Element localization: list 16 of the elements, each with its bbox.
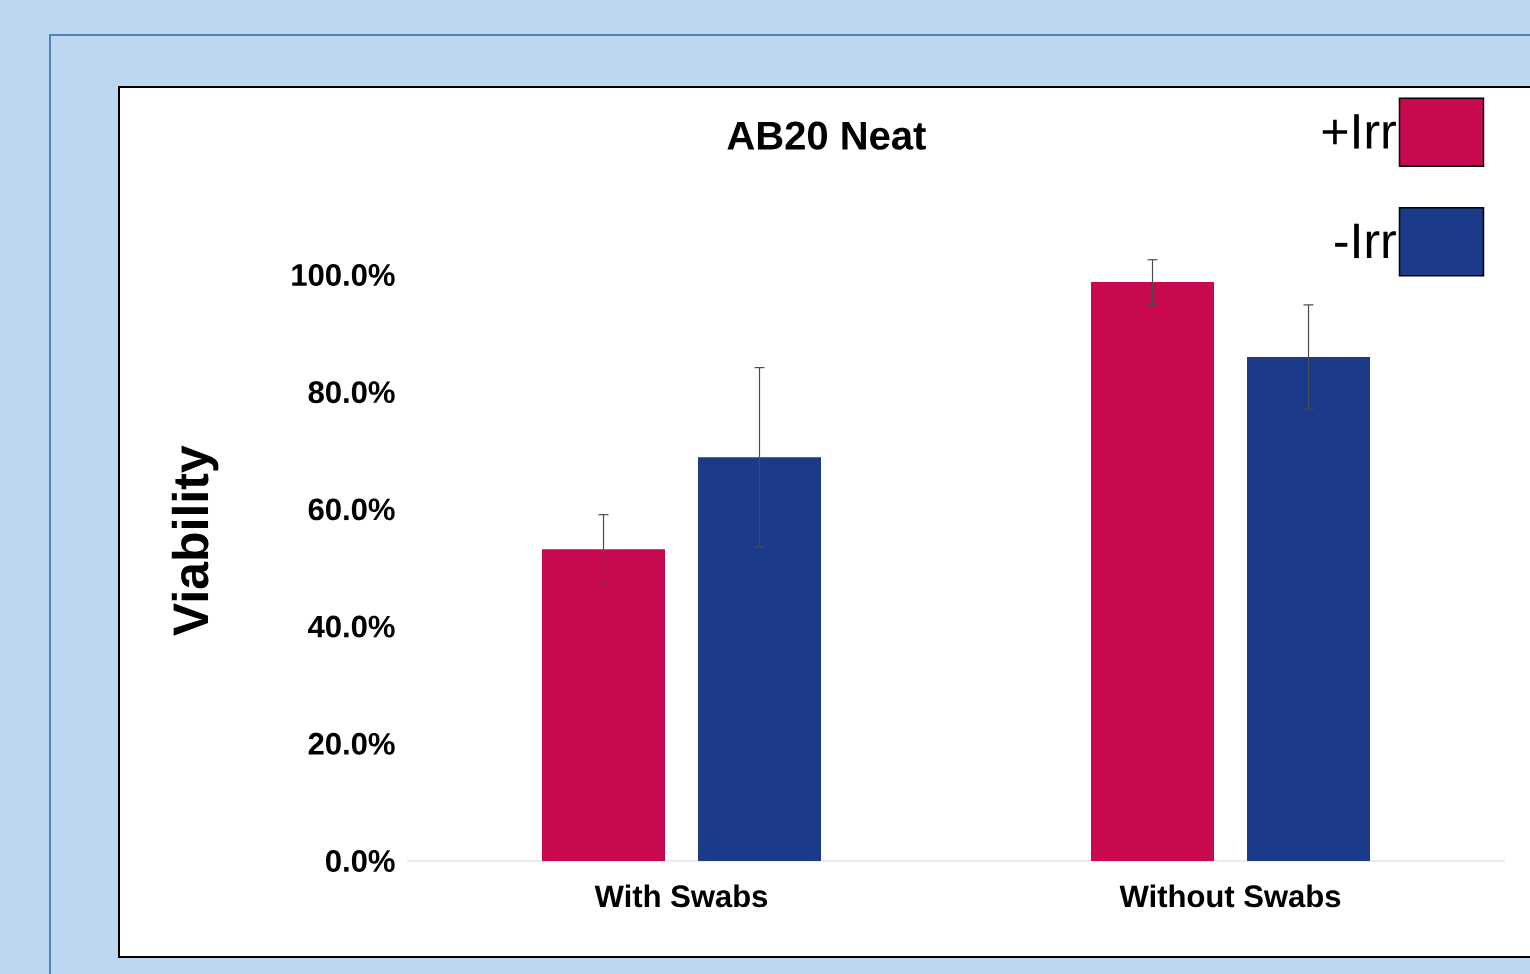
- legend-label: +Irr: [1322, 114, 1396, 149]
- y-tick-label: 40.0%: [308, 615, 395, 638]
- text: AB20 Neat: [727, 121, 926, 150]
- bar: [1091, 282, 1215, 861]
- y-tick-label: 20.0%: [308, 732, 395, 755]
- y-tick-label: 0.0%: [326, 850, 395, 872]
- x-tick-label: Without Swabs: [1119, 884, 1341, 908]
- bar: [698, 457, 822, 861]
- y-tick-label: 100.0%: [292, 264, 395, 286]
- legend-label: -Irr: [1335, 223, 1396, 259]
- y-axis-title: Viability: [171, 445, 219, 636]
- bar: [542, 549, 666, 861]
- y-tick-label: 80.0%: [308, 381, 395, 404]
- bar: [1247, 357, 1371, 861]
- y-tick-label: 60.0%: [308, 498, 395, 521]
- x-tick-label: With Swabs: [594, 884, 768, 908]
